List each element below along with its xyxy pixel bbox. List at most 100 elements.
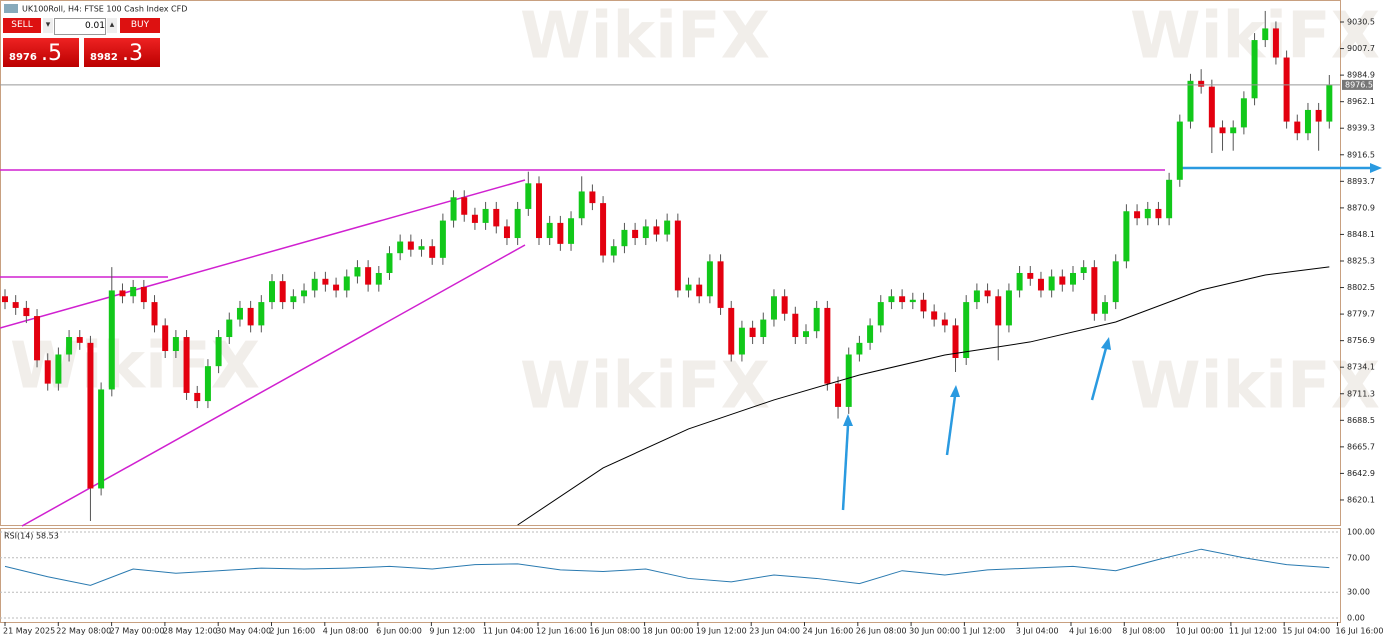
candle-body xyxy=(215,337,222,367)
candle-body xyxy=(1155,208,1162,219)
bid-main: 8976 xyxy=(9,52,37,63)
trade-panel: SELL ▾ 0.01 ▴ BUY 8976 .5 8982 .3 xyxy=(3,18,160,68)
candle-body xyxy=(653,226,660,235)
candle-body xyxy=(813,307,820,332)
x-tick-label: 12 Jun 16:00 xyxy=(536,627,587,636)
candle-body xyxy=(1208,86,1215,128)
candle-body xyxy=(1005,290,1012,326)
y-tick-label: 8962.1 xyxy=(1347,97,1375,106)
candle-body xyxy=(34,316,41,361)
candle-body xyxy=(365,267,372,285)
x-tick-label: 9 Jun 12:00 xyxy=(429,627,475,636)
candle-body xyxy=(1080,267,1087,273)
candle-body xyxy=(984,290,991,297)
rsi-label: RSI(14) 58.53 xyxy=(4,532,59,541)
x-tick-label: 23 Jun 04:00 xyxy=(749,627,800,636)
y-tick-label: 8711.3 xyxy=(1347,389,1375,398)
candle-body xyxy=(290,296,297,303)
drawings xyxy=(0,169,1165,527)
candle-body xyxy=(963,302,970,358)
candle-body xyxy=(792,313,799,338)
candle-body xyxy=(920,299,927,312)
candle-body xyxy=(824,307,831,384)
candle-body xyxy=(610,246,617,256)
candle-body xyxy=(1262,28,1269,41)
arrow xyxy=(945,395,957,456)
candle-body xyxy=(621,229,628,247)
candle-body xyxy=(803,331,809,338)
y-tick-label: 9030.5 xyxy=(1347,18,1375,27)
rsi-tick-label: 0.00 xyxy=(1347,614,1365,623)
candle-body xyxy=(140,286,147,303)
candle-body xyxy=(1091,267,1098,314)
candle-body xyxy=(728,307,735,355)
candle-body xyxy=(1112,261,1119,303)
candle-body xyxy=(1016,272,1023,291)
candle-body xyxy=(2,296,8,303)
candle-body xyxy=(98,389,105,489)
x-tick-label: 21 May 2025 xyxy=(3,627,55,636)
candle-body xyxy=(973,290,980,303)
candle-body xyxy=(909,299,916,303)
lot-down[interactable]: ▾ xyxy=(43,18,53,33)
candle-body xyxy=(183,337,190,393)
lot-input[interactable]: 0.01 xyxy=(54,18,106,35)
x-tick-label: 11 Jun 04:00 xyxy=(483,627,534,636)
ask-box[interactable]: 8982 .3 xyxy=(84,38,160,67)
rsi-line xyxy=(4,548,1330,586)
sell-button[interactable]: SELL xyxy=(3,18,41,33)
candle-body xyxy=(995,296,1002,326)
candle-body xyxy=(674,220,681,291)
lot-up[interactable]: ▴ xyxy=(107,18,117,33)
x-tick-label: 30 May 04:00 xyxy=(216,627,271,636)
candle-body xyxy=(1166,179,1173,219)
x-tick-label: 16 Jun 08:00 xyxy=(589,627,640,636)
candle-body xyxy=(867,325,874,343)
x-tick-label: 30 Jun 00:00 xyxy=(909,627,960,636)
x-tick-label: 27 May 00:00 xyxy=(110,627,165,636)
arrow-head xyxy=(950,385,960,397)
y-tick-label: 8779.7 xyxy=(1347,310,1375,319)
candle-body xyxy=(172,337,179,352)
candle-body xyxy=(130,286,137,297)
x-tick-label: 16 Jul 16:00 xyxy=(1336,627,1383,636)
x-tick-label: 24 Jun 16:00 xyxy=(803,627,854,636)
candle-body xyxy=(1048,276,1055,291)
candle-body xyxy=(931,311,938,320)
candle-body xyxy=(738,327,745,355)
arrow xyxy=(841,424,850,511)
x-tick-label: 3 Jul 04:00 xyxy=(1016,627,1059,636)
candle-body xyxy=(461,197,468,215)
candle-body xyxy=(514,208,521,239)
buy-button[interactable]: BUY xyxy=(120,18,160,33)
candle-body xyxy=(578,191,585,219)
y-tick-label: 8870.9 xyxy=(1347,203,1375,212)
candle-body xyxy=(781,296,788,314)
candle-body xyxy=(749,327,756,338)
bid-box[interactable]: 8976 .5 xyxy=(3,38,79,67)
candle-body xyxy=(471,214,478,223)
x-tick-label: 6 Jun 00:00 xyxy=(376,627,422,636)
candle-body xyxy=(1134,211,1141,219)
rsi-tick-label: 30.00 xyxy=(1347,588,1370,597)
candle-body xyxy=(1283,57,1290,122)
candle-body xyxy=(1240,98,1247,128)
candle-body xyxy=(835,383,842,407)
x-tick-label: 4 Jul 16:00 xyxy=(1069,627,1112,636)
candle-body xyxy=(87,342,94,489)
candle-body xyxy=(760,319,767,338)
candle-body xyxy=(119,290,126,297)
x-tick-label: 10 Jul 00:00 xyxy=(1176,627,1224,636)
plot-frame xyxy=(0,0,1341,526)
candle-body xyxy=(301,290,308,297)
current-price-box xyxy=(1342,79,1373,90)
candle-body xyxy=(162,325,169,352)
candle-body xyxy=(322,278,329,285)
arrow-head xyxy=(1370,163,1382,173)
x-tick-label: 11 Jul 12:00 xyxy=(1229,627,1277,636)
current-price-label: 8976.5 xyxy=(1345,80,1373,89)
candle-body xyxy=(343,276,350,291)
rsi-frame xyxy=(0,528,1341,623)
wedge-upper xyxy=(0,179,526,329)
watermark: WikiFX xyxy=(1130,350,1380,424)
